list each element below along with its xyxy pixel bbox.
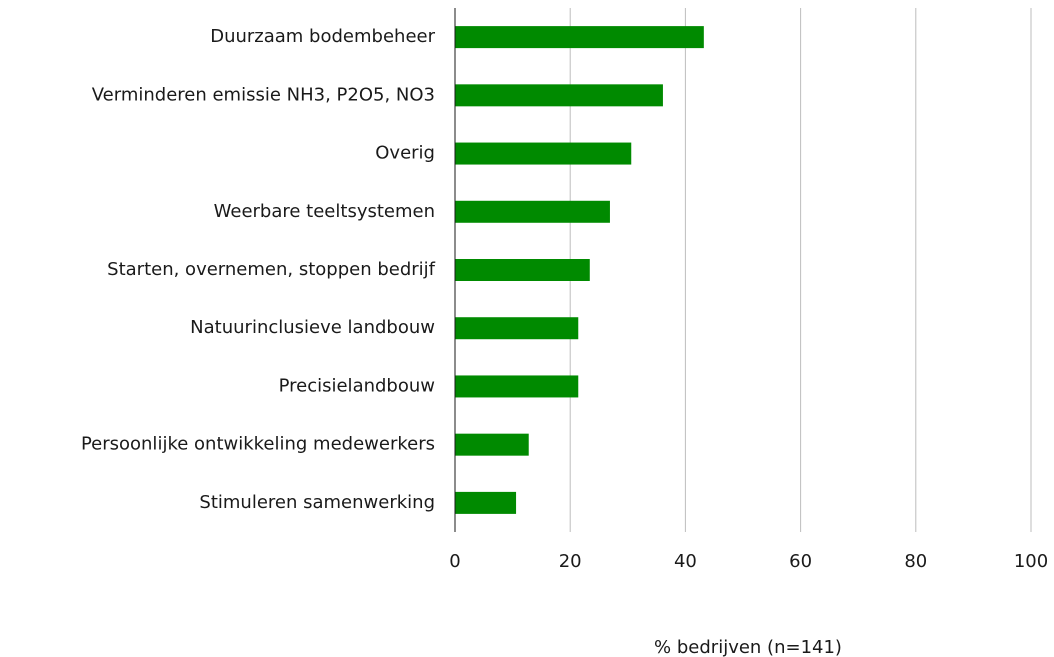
y-tick-label: Persoonlijke ontwikkeling medewerkers (81, 434, 435, 455)
y-tick-label: Natuurinclusieve landbouw (190, 317, 435, 338)
y-tick-label: Duurzaam bodembeheer (210, 26, 435, 47)
y-tick-label: Stimuleren samenwerking (199, 492, 435, 513)
bar (455, 259, 590, 281)
x-tick-label: 60 (789, 551, 812, 572)
bar (455, 142, 632, 165)
x-tick-label: 100 (1014, 551, 1048, 572)
y-tick-label: Starten, overnemen, stoppen bedrijf (107, 259, 435, 280)
bar (455, 84, 663, 107)
y-tick-label: Weerbare teeltsystemen (214, 201, 435, 222)
bar (455, 200, 610, 223)
x-tick-label: 80 (904, 551, 927, 572)
x-tick-label: 0 (449, 551, 460, 572)
bar (455, 433, 529, 456)
bar (455, 26, 704, 49)
y-tick-label: Verminderen emissie NH3, P2O5, NO3 (92, 84, 435, 105)
bar (455, 317, 579, 340)
x-tick-label: 40 (674, 551, 697, 572)
x-axis-label: % bedrijven (n=141) (654, 637, 842, 657)
y-tick-label: Precisielandbouw (279, 375, 435, 396)
bar (455, 491, 517, 514)
y-tick-label: Overig (375, 143, 435, 164)
x-tick-label: 20 (559, 551, 582, 572)
bar (455, 375, 579, 398)
